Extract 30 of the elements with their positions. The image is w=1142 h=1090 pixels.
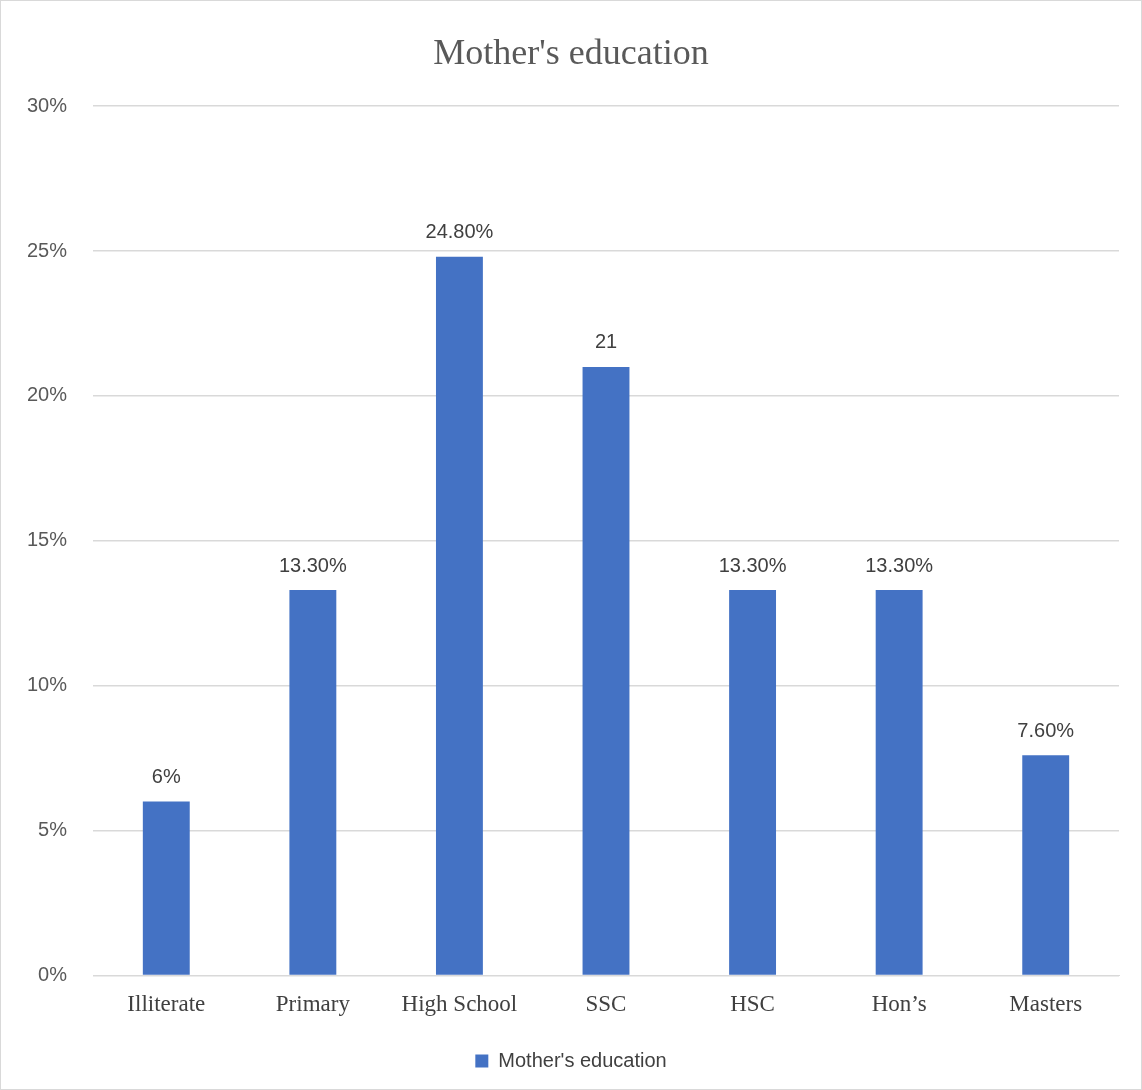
bar [435, 256, 483, 975]
x-tick-label: Illiterate [127, 991, 206, 1017]
data-label: 13.30% [865, 553, 934, 576]
y-tick-label: 5% [38, 818, 68, 841]
x-tick-label: Hon’s [871, 991, 927, 1017]
data-label: 21 [594, 330, 618, 353]
y-tick-label: 30% [26, 93, 68, 116]
chart-title: Mother's education [433, 32, 709, 73]
y-tick-label: 25% [26, 238, 68, 261]
bar [1022, 755, 1070, 975]
x-tick-label: Primary [275, 991, 351, 1017]
bar [875, 590, 923, 975]
data-label: 13.30% [278, 553, 347, 576]
bar [289, 590, 337, 975]
y-tick-label: 10% [26, 673, 68, 696]
x-tick-label: SSC [585, 991, 627, 1017]
data-label: 7.60% [1017, 718, 1075, 741]
bar [582, 366, 630, 975]
data-label: 13.30% [718, 553, 787, 576]
x-tick-label: Masters [1009, 991, 1083, 1017]
legend-label: Mother's education [498, 1048, 667, 1071]
y-tick-label: 20% [26, 383, 68, 406]
x-tick-label: HSC [730, 991, 775, 1017]
data-label: 6% [151, 765, 181, 788]
bar [142, 801, 190, 975]
bar [729, 590, 777, 975]
y-tick-label: 0% [38, 962, 68, 985]
y-tick-label: 15% [26, 528, 68, 551]
data-label: 24.80% [425, 220, 494, 243]
x-tick-label: High School [401, 991, 518, 1017]
